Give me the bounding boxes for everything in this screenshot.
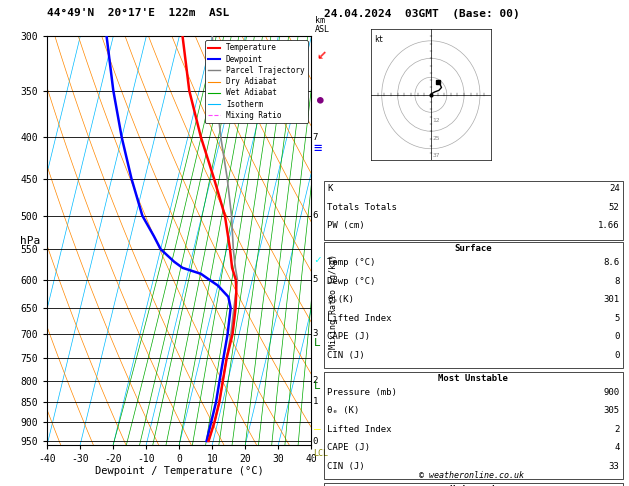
Text: 900: 900 xyxy=(603,388,620,397)
Text: 305: 305 xyxy=(603,406,620,416)
Text: 5: 5 xyxy=(313,275,318,284)
Legend: Temperature, Dewpoint, Parcel Trajectory, Dry Adiabat, Wet Adiabat, Isotherm, Mi: Temperature, Dewpoint, Parcel Trajectory… xyxy=(205,40,308,123)
Text: 24: 24 xyxy=(609,184,620,193)
Text: 44°49'N  20°17'E  122m  ASL: 44°49'N 20°17'E 122m ASL xyxy=(47,8,230,18)
Text: Surface: Surface xyxy=(455,244,492,254)
Text: ≡: ≡ xyxy=(313,141,322,155)
Text: PW (cm): PW (cm) xyxy=(327,221,365,230)
Text: 1.66: 1.66 xyxy=(598,221,620,230)
Text: 0: 0 xyxy=(614,332,620,341)
Text: CIN (J): CIN (J) xyxy=(327,351,365,360)
Text: 5: 5 xyxy=(614,314,620,323)
Text: 52: 52 xyxy=(609,203,620,212)
Text: θₑ(K): θₑ(K) xyxy=(327,295,354,304)
Text: 8.6: 8.6 xyxy=(603,259,620,267)
Text: 8: 8 xyxy=(614,277,620,286)
Text: K: K xyxy=(327,184,333,193)
Text: km
ASL: km ASL xyxy=(314,16,330,34)
Text: 0: 0 xyxy=(614,351,620,360)
Text: θₑ (K): θₑ (K) xyxy=(327,406,359,416)
Text: kt: kt xyxy=(374,35,383,44)
Text: 0: 0 xyxy=(313,436,318,446)
Text: Mixing Ratio (g/kg): Mixing Ratio (g/kg) xyxy=(328,254,338,349)
Text: 301: 301 xyxy=(603,295,620,304)
Text: _: _ xyxy=(314,420,321,430)
Text: 25: 25 xyxy=(432,136,440,140)
Text: 3: 3 xyxy=(313,330,318,338)
Text: Lifted Index: Lifted Index xyxy=(327,425,392,434)
Text: CAPE (J): CAPE (J) xyxy=(327,443,370,452)
X-axis label: Dewpoint / Temperature (°C): Dewpoint / Temperature (°C) xyxy=(95,467,264,476)
Text: 24.04.2024  03GMT  (Base: 00): 24.04.2024 03GMT (Base: 00) xyxy=(324,9,520,19)
Text: CAPE (J): CAPE (J) xyxy=(327,332,370,341)
Text: 12: 12 xyxy=(432,118,440,123)
Text: 1: 1 xyxy=(313,398,318,406)
Text: Temp (°C): Temp (°C) xyxy=(327,259,376,267)
Text: Most Unstable: Most Unstable xyxy=(438,374,508,383)
Text: 4: 4 xyxy=(614,443,620,452)
Text: Dewp (°C): Dewp (°C) xyxy=(327,277,376,286)
Text: LCL: LCL xyxy=(313,449,328,458)
Text: Hodograph: Hodograph xyxy=(449,485,498,486)
Text: L: L xyxy=(314,338,321,347)
Text: Totals Totals: Totals Totals xyxy=(327,203,397,212)
Text: 7: 7 xyxy=(313,133,318,142)
Text: hPa: hPa xyxy=(20,236,40,245)
Text: 37: 37 xyxy=(432,153,440,158)
Text: 2: 2 xyxy=(313,376,318,385)
Text: Pressure (mb): Pressure (mb) xyxy=(327,388,397,397)
Text: ●: ● xyxy=(318,95,324,104)
Text: 33: 33 xyxy=(609,462,620,471)
Text: 6: 6 xyxy=(313,211,318,220)
Text: ↓: ↓ xyxy=(311,46,331,66)
Text: Lifted Index: Lifted Index xyxy=(327,314,392,323)
Text: ✓: ✓ xyxy=(314,255,321,265)
Text: © weatheronline.co.uk: © weatheronline.co.uk xyxy=(420,471,524,480)
Text: 2: 2 xyxy=(614,425,620,434)
Text: L: L xyxy=(314,382,321,391)
Text: CIN (J): CIN (J) xyxy=(327,462,365,471)
